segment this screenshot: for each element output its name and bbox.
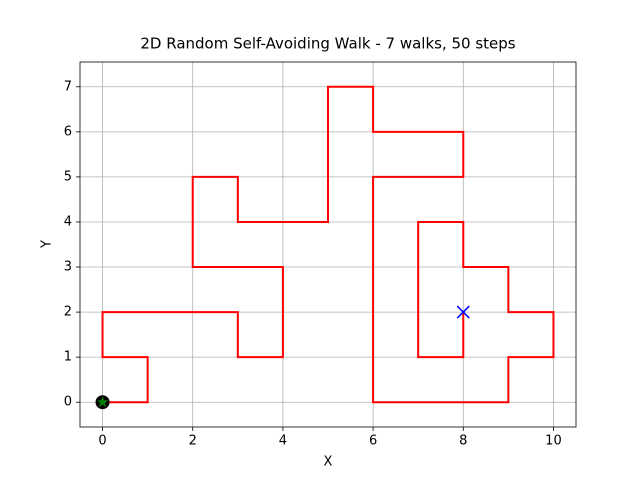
walk-line	[101, 85, 555, 404]
x-tick-label: 4	[279, 434, 287, 449]
x-tick-label: 8	[459, 434, 467, 449]
y-tick-label: 2	[64, 305, 72, 320]
y-axis-label: Y	[40, 240, 55, 249]
plot-frame	[79, 61, 577, 428]
y-tick-label: 4	[64, 214, 72, 229]
y-tick-label: 3	[64, 260, 72, 275]
x-tick-label: 2	[189, 434, 197, 449]
x-tick-label: 10	[545, 434, 562, 449]
x-tick-label: 6	[369, 434, 377, 449]
y-tick-label: 0	[64, 395, 72, 410]
y-tick-label: 7	[64, 79, 72, 94]
x-axis-label: X	[324, 455, 333, 470]
x-tick-label: 0	[98, 434, 106, 449]
y-tick-label: 1	[64, 350, 72, 365]
y-tick-label: 5	[64, 169, 72, 184]
start-star	[96, 396, 109, 408]
y-tick-label: 6	[64, 124, 72, 139]
chart-title: 2D Random Self-Avoiding Walk - 7 walks, …	[140, 35, 515, 53]
end-marker	[456, 305, 470, 319]
